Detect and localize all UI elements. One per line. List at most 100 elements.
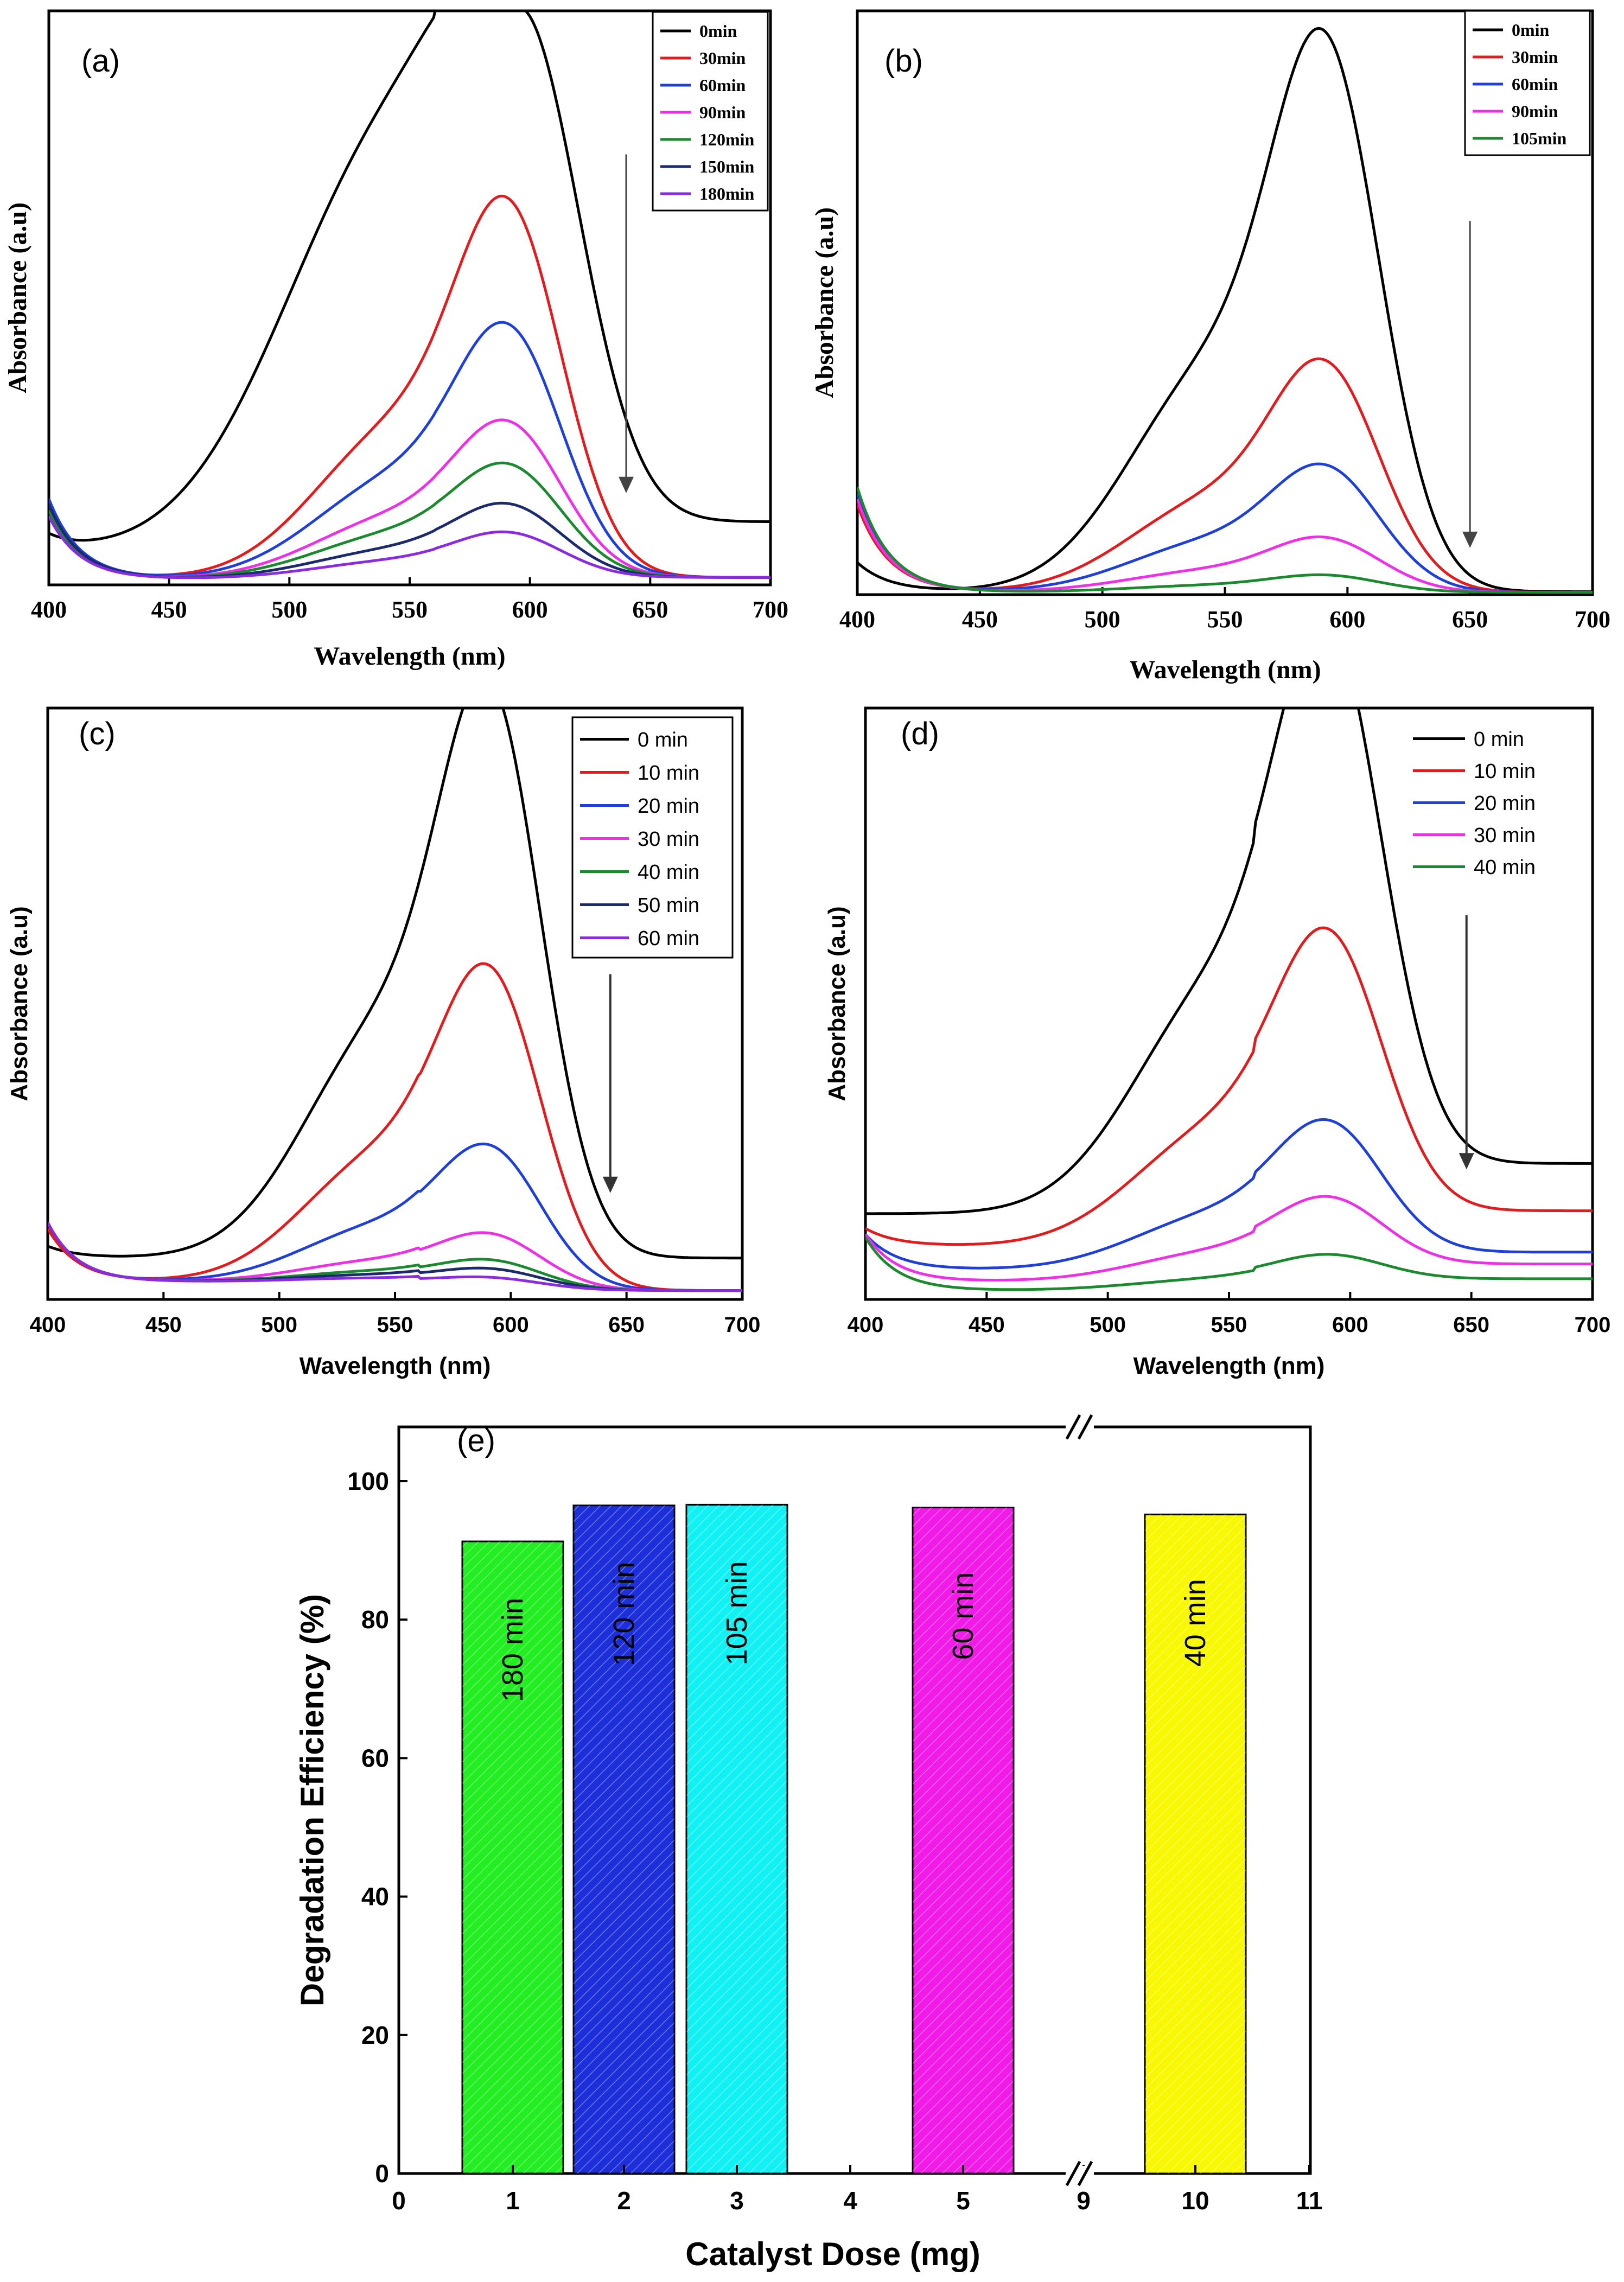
y-axis-label: Absorbance (a.u) [6, 906, 33, 1101]
x-axis-label: Wavelength (nm) [314, 642, 505, 671]
legend-label: 30min [1512, 47, 1558, 67]
legend-label: 20 min [638, 795, 699, 818]
panel-label: (e) [457, 1423, 495, 1458]
x-tick-label: 600 [1329, 606, 1365, 633]
panel-label: (b) [884, 43, 923, 79]
x-tick-label: 500 [261, 1313, 297, 1337]
series-line-120min [49, 461, 770, 579]
y-axis-label: Absorbance (a.u) [810, 207, 839, 398]
series-line-40min [865, 1236, 1593, 1291]
legend: 0 min 10 min 20 min 30 min 40 min 50 min 60 mi… [571, 716, 734, 959]
legend-label: 0min [699, 21, 737, 41]
x-tick-label: 10 [1181, 2187, 1209, 2215]
break-slash [1065, 1414, 1081, 1440]
decrease-arrow [1462, 221, 1478, 548]
legend-label: 0min [1512, 20, 1550, 40]
series-line-10min [48, 962, 742, 1292]
x-tick-label: 600 [512, 596, 548, 623]
axis-break [1065, 1414, 1094, 2187]
legend-label: 30 min [1474, 824, 1536, 847]
x-tick-label: 650 [1453, 1313, 1489, 1337]
decrease-arrow [602, 974, 618, 1193]
bar-hatch [1145, 1514, 1246, 2173]
x-tick-label: 600 [1332, 1313, 1368, 1337]
x-tick-label: 650 [1452, 606, 1488, 633]
legend-label: 120min [699, 130, 755, 149]
x-tick-label: 700 [1575, 606, 1610, 633]
x-tick-label: 2 [617, 2187, 631, 2215]
bar-label: 120 min [608, 1562, 640, 1666]
x-tick-label: 9 [1077, 2187, 1091, 2215]
legend-label: 180min [699, 184, 755, 203]
x-tick-label: 550 [377, 1313, 413, 1337]
x-tick-label: 400 [31, 596, 67, 623]
y-tick-label: 100 [347, 1467, 389, 1495]
legend-label: 60min [699, 75, 746, 95]
x-tick-label: 400 [839, 606, 875, 633]
series-line-180min [49, 515, 770, 579]
break-slash [1077, 2160, 1093, 2187]
series-lines [857, 27, 1593, 594]
x-tick-label: 5 [956, 2187, 970, 2215]
break-slash [1077, 1414, 1093, 1440]
x-tick-label: 700 [753, 596, 788, 623]
y-tick-label: 60 [361, 1744, 389, 1772]
y-axis-label: Absorbance (a.u) [3, 202, 32, 393]
x-tick-label: 550 [1211, 1313, 1247, 1337]
series-lines [865, 708, 1593, 1291]
series-line-60min [857, 462, 1593, 594]
x-tick-label: 700 [724, 1313, 761, 1337]
legend-label: 30 min [638, 828, 699, 851]
x-ticks: 400 450 500 550 600 650 700 [848, 1292, 1610, 1337]
legend-label: 60min [1512, 74, 1558, 94]
legend-label: 60 min [638, 927, 699, 950]
y-tick-label: 80 [361, 1605, 389, 1634]
x-tick-label: 500 [1090, 1313, 1126, 1337]
bar-label: 60 min [947, 1572, 979, 1660]
arrow-head [602, 1176, 618, 1193]
arrow-head [1462, 531, 1478, 548]
x-tick-label: 450 [962, 606, 998, 633]
bar-label: 40 min [1179, 1579, 1212, 1667]
x-tick-label: 400 [30, 1313, 66, 1337]
x-ticks: 400 450 500 550 600 650 700 [31, 577, 788, 623]
y-axis-label: Absorbance (a.u) [824, 906, 850, 1101]
series-line-0min [49, 11, 770, 542]
x-ticks: 400 450 500 550 600 650 700 [30, 1292, 761, 1337]
series-line-0min [865, 708, 1593, 1215]
series-line-30min [865, 1195, 1593, 1282]
legend-label: 0 min [1474, 728, 1524, 751]
legend-label: 10 min [638, 762, 699, 785]
decrease-arrow [1459, 915, 1474, 1170]
x-tick-label: 3 [730, 2187, 744, 2215]
bars: 180 min 120 min 105 min 60 min 40 min [461, 1503, 1247, 2175]
arrow-head [1459, 1153, 1474, 1170]
legend-label: 150min [699, 157, 755, 176]
bar-hatch [913, 1507, 1014, 2173]
spectrum-panel-c: 400 450 500 550 600 650 700 (c) Absorbance (a.… [6, 706, 761, 1379]
bar-hatch [462, 1541, 563, 2173]
series-line-60min [48, 1222, 742, 1292]
x-tick-label: 1 [506, 2187, 520, 2215]
x-tick-label: 4 [843, 2187, 857, 2215]
x-tick-label: 500 [1085, 606, 1120, 633]
decrease-arrow [619, 154, 634, 493]
bar-hatch [686, 1505, 787, 2173]
series-line-20min [865, 1118, 1593, 1270]
y-tick-label: 0 [375, 2159, 389, 2188]
series-line-0min [857, 27, 1593, 594]
x-tick-label: 650 [632, 596, 668, 623]
x-axis-label: Wavelength (nm) [1129, 655, 1321, 684]
x-tick-label: 550 [1207, 606, 1243, 633]
y-tick-label: 20 [361, 2021, 389, 2049]
x-tick-label: 450 [151, 596, 187, 623]
arrow-head [619, 476, 634, 493]
series-line-10min [865, 926, 1593, 1246]
x-axis-label: Wavelength (nm) [1133, 1353, 1325, 1379]
legend-label: 20 min [1474, 792, 1536, 815]
legend-label: 90min [1512, 101, 1558, 121]
bar-panel-e: 180 min 120 min 105 min 60 min 40 min 020406… [294, 1414, 1322, 2272]
legend: 0min 30min 60min 90min 105min [1464, 10, 1591, 156]
spectrum-panel-b: 400 450 500 550 600 650 700 (b) Absorbance (a.… [810, 9, 1610, 684]
